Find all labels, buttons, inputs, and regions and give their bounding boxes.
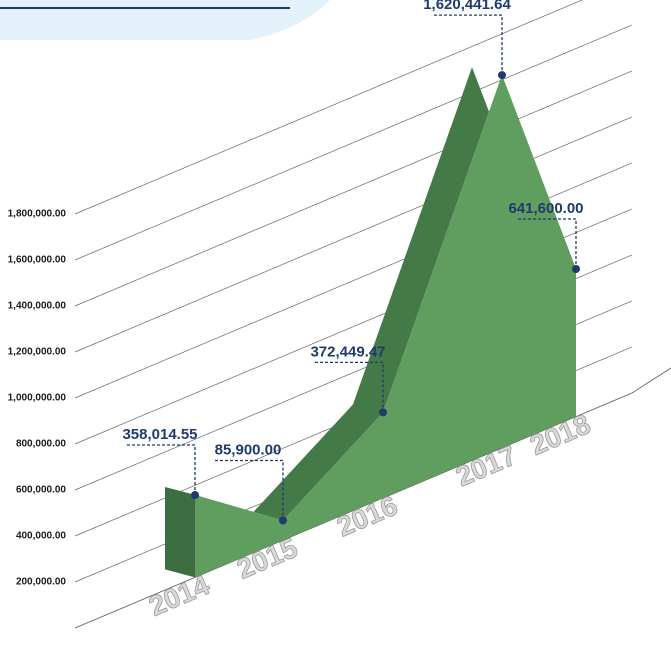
y-tick-label: 1,800,000.00 [8,209,67,220]
y-tick-label: 1,200,000.00 [8,347,67,358]
y-tick-label: 1,000,000.00 [8,393,67,404]
area-side [165,487,195,578]
point [379,408,387,417]
y-tick-label: 800,000.00 [16,439,66,450]
value-label: 85,900.00 [215,441,282,458]
x-tick-label: 2014 [144,569,214,622]
floor-edge [74,367,671,629]
point [498,71,506,80]
y-tick-label: 200,000.00 [16,577,66,588]
point [572,265,580,274]
leader-line [313,361,384,413]
y-tick-label: 1,600,000.00 [8,255,67,266]
point [191,491,199,500]
leader-line [213,459,284,521]
value-label: 372,449.47 [310,343,385,360]
value-label: 641,600.00 [508,200,583,217]
leader-line [516,218,577,270]
grid-line [74,116,633,353]
area [195,75,576,578]
point [279,516,287,525]
grid-line [74,70,633,307]
leader-line [432,14,503,76]
value-label: 358,014.55 [122,426,197,443]
banner [0,0,330,40]
y-tick-label: 600,000.00 [16,485,66,496]
grid-line [74,0,584,215]
y-tick-label: 400,000.00 [16,531,66,542]
y-tick-label: 1,400,000.00 [8,301,67,312]
value-label: 1,620,441.64 [423,0,511,13]
grid-line [74,24,633,261]
leader-line [125,444,196,496]
